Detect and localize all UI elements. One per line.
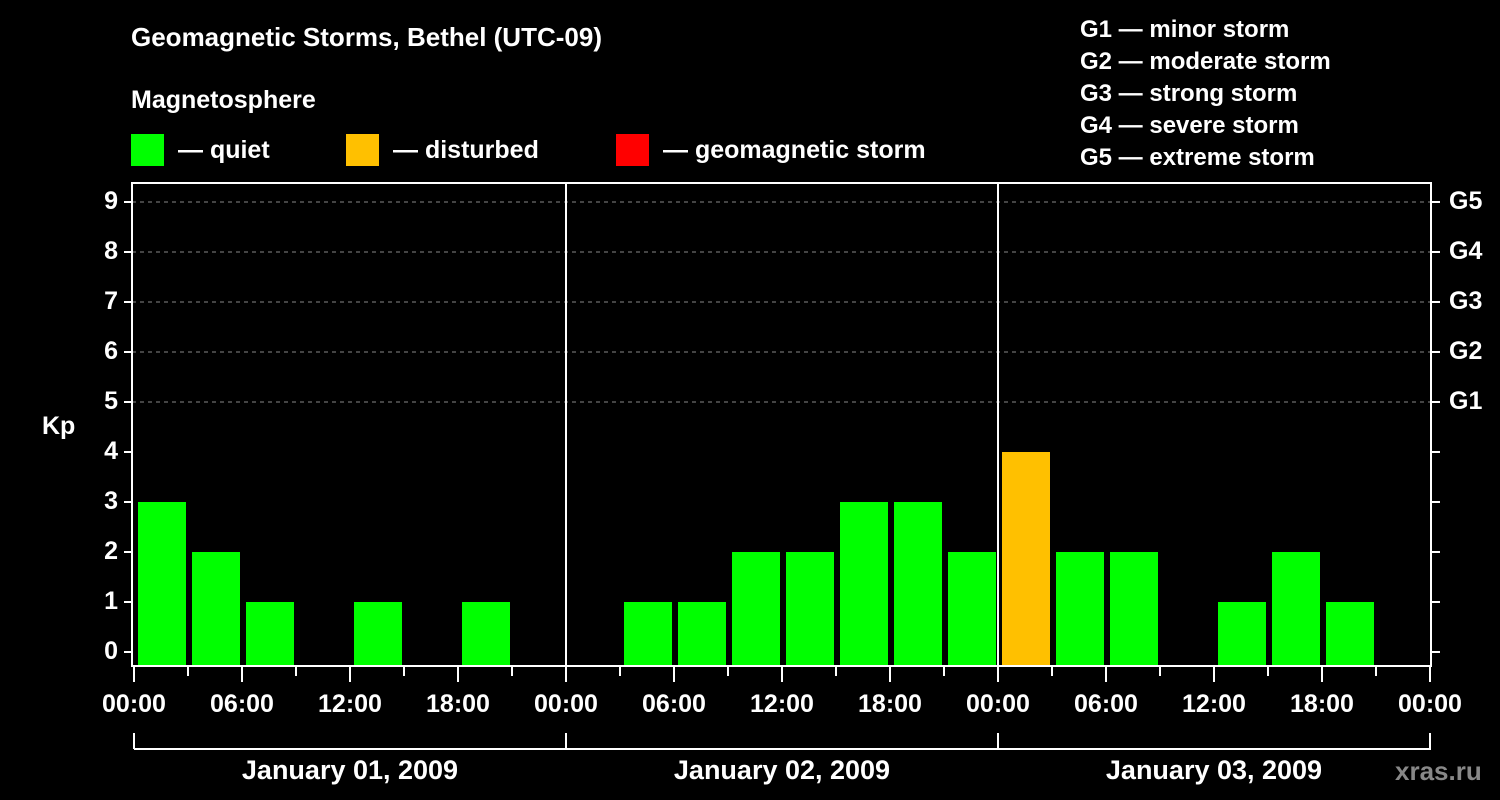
kp-bar	[192, 552, 240, 667]
g-scale-label: G5	[1449, 187, 1483, 215]
x-tick-label: 06:00	[642, 690, 706, 718]
kp-bar	[1056, 552, 1104, 667]
g4-label: G4 — severe storm	[1080, 112, 1299, 139]
kp-bar	[894, 502, 942, 667]
disturbed-swatch	[346, 134, 379, 166]
watermark: xras.ru	[1395, 756, 1482, 786]
kp-bar	[786, 552, 834, 667]
x-tick-label: 00:00	[534, 690, 598, 718]
x-tick-label: 18:00	[426, 690, 490, 718]
kp-bar	[732, 552, 780, 667]
g5-label: G5 — extreme storm	[1080, 144, 1315, 171]
kp-bar	[1110, 552, 1158, 667]
g-scale-label: G4	[1449, 237, 1483, 265]
kp-bar	[624, 602, 672, 667]
kp-bar	[354, 602, 402, 667]
chart-title: Geomagnetic Storms, Bethel (UTC-09)	[131, 22, 602, 52]
y-tick-label: 6	[104, 337, 118, 365]
legend-disturbed-label: — disturbed	[393, 135, 539, 164]
y-axis-label: Kp	[42, 412, 76, 440]
kp-bar	[1272, 552, 1320, 667]
legend-storm: — geomagnetic storm	[616, 134, 926, 166]
storm-swatch	[616, 134, 649, 166]
kp-bar	[1218, 602, 1266, 667]
kp-bar	[1002, 452, 1050, 667]
y-tick-label: 5	[104, 387, 118, 415]
kp-bar	[678, 602, 726, 667]
legend-disturbed: — disturbed	[346, 134, 539, 166]
kp-bar	[1326, 602, 1374, 667]
g-scale-label: G3	[1449, 287, 1483, 315]
legend-quiet: — quiet	[131, 134, 270, 166]
plot-frame	[131, 182, 1432, 667]
quiet-swatch	[131, 134, 164, 166]
kp-bar	[462, 602, 510, 667]
x-tick-label: 06:00	[1074, 690, 1138, 718]
legend-storm-label: — geomagnetic storm	[663, 135, 926, 164]
y-tick-label: 8	[104, 237, 118, 265]
x-tick-label: 12:00	[1182, 690, 1246, 718]
x-tick-label: 00:00	[966, 690, 1030, 718]
x-tick-label: 12:00	[318, 690, 382, 718]
g2-label: G2 — moderate storm	[1080, 48, 1331, 75]
kp-bar	[246, 602, 294, 667]
y-tick-label: 9	[104, 187, 118, 215]
kp-bar	[840, 502, 888, 667]
storm-scale-legend: G1 — minor storm G2 — moderate storm G3 …	[1080, 14, 1331, 174]
y-tick-label: 1	[104, 587, 118, 615]
day-label: January 02, 2009	[673, 755, 891, 785]
g-scale-label: G1	[1449, 387, 1483, 415]
y-tick-label: 0	[104, 637, 118, 665]
y-tick-label: 4	[104, 437, 118, 465]
legend-quiet-label: — quiet	[178, 135, 270, 164]
y-tick-label: 3	[104, 487, 118, 515]
kp-bar	[138, 502, 186, 667]
x-tick-label: 18:00	[1290, 690, 1354, 718]
x-tick-label: 00:00	[1398, 690, 1462, 718]
day-label: January 01, 2009	[241, 755, 459, 785]
day-label: January 03, 2009	[1105, 755, 1323, 785]
g3-label: G3 — strong storm	[1080, 80, 1298, 107]
x-tick-label: 18:00	[858, 690, 922, 718]
chart-subtitle: Magnetosphere	[131, 86, 316, 114]
kp-bar	[948, 552, 996, 667]
x-tick-label: 06:00	[210, 690, 274, 718]
g1-label: G1 — minor storm	[1080, 16, 1290, 43]
y-tick-label: 2	[104, 537, 118, 565]
x-tick-label: 00:00	[102, 690, 166, 718]
g-scale-label: G2	[1449, 337, 1483, 365]
y-tick-label: 7	[104, 287, 118, 315]
x-tick-label: 12:00	[750, 690, 814, 718]
